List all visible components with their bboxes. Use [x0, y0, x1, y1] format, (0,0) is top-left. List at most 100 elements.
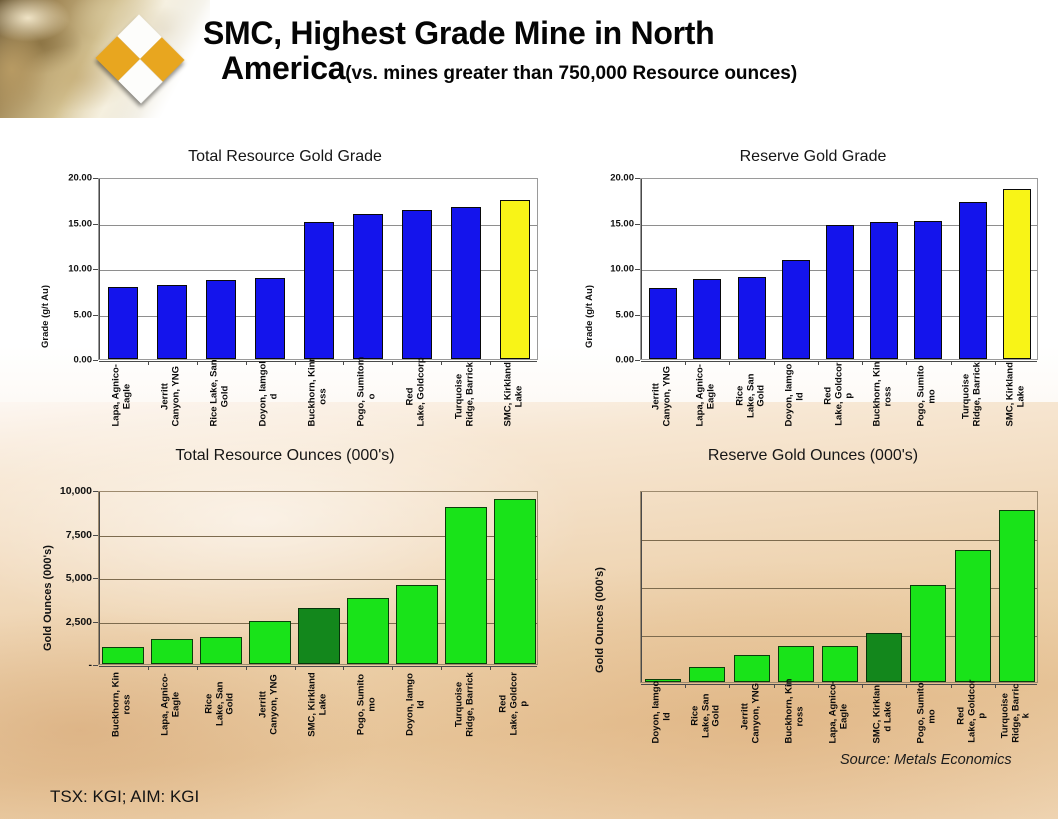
x-axis-tick-mark: [994, 684, 996, 688]
gridline: [641, 224, 1037, 226]
x-axis-category-label: Pogo, Sumito mo: [915, 681, 938, 743]
bar-buckhorn-kinross[interactable]: [777, 646, 814, 682]
bar-rice-lake-san-gold[interactable]: [200, 637, 243, 664]
bar-red-lake-goldcorp[interactable]: [826, 225, 854, 359]
x-axis-category-label: Red Lake, Goldcor p: [954, 679, 987, 743]
x-axis-category-label: Red Lake, Goldcor p: [822, 362, 855, 426]
x-axis-category-label: Jerritt Canyon, YNG: [257, 673, 280, 735]
bar-jerritt-canyon-yng[interactable]: [649, 288, 678, 359]
bar-smc-kirkland-lake[interactable]: [1002, 188, 1031, 359]
bar-rice-lake-san-gold[interactable]: [206, 279, 237, 359]
x-axis-category-label: Lapa, Agnico- Eagle: [827, 680, 850, 743]
x-axis-category-label: Turquoise Ridge, Barric k: [999, 683, 1032, 743]
x-axis-category-label: Rice Lake, San Gold: [733, 373, 766, 419]
x-axis-category-label: Buckhorn, Kin ross: [783, 678, 805, 743]
bar-turquoise-ridge-barrick[interactable]: [958, 202, 987, 359]
x-axis-tick-mark: [906, 684, 908, 688]
chart-title: Total Resource Gold Grade: [188, 148, 382, 165]
y-axis-tick-label: 10.00: [68, 263, 92, 275]
bar-jerritt-canyon-yng[interactable]: [733, 655, 770, 682]
x-axis-category-label: Doyon, Iamgo ld: [783, 363, 805, 426]
bar-lapa-agnico-eagle[interactable]: [108, 287, 139, 359]
x-axis-tick-mark: [490, 361, 492, 365]
y-axis-title: Gold Ounces (000's): [42, 545, 54, 651]
x-axis-category-label: Lapa, Agnico- Eagle: [159, 672, 182, 736]
x-axis-category-label: SMC, Kirkland Lake: [502, 361, 524, 426]
y-axis-tick-mark: [635, 269, 640, 270]
bar-lapa-agnico-eagle[interactable]: [151, 638, 194, 664]
x-axis-tick-mark: [817, 361, 819, 365]
y-axis-tick-mark: [93, 621, 98, 623]
x-axis-tick-mark: [950, 361, 952, 365]
y-axis-line: [99, 179, 100, 359]
x-axis-tick-mark: [729, 361, 731, 365]
x-axis-category-label: Lapa, Agnico- Eagle: [694, 363, 717, 426]
bar-buckhorn-kinross[interactable]: [870, 221, 899, 359]
y-axis-title: Grade (g/t Au): [40, 285, 51, 348]
y-axis-tick-label: 20.00: [610, 172, 634, 184]
bar-rice-lake-san-gold[interactable]: [737, 277, 766, 359]
bar-smc-kirkland-lake[interactable]: [499, 199, 530, 359]
x-axis-tick-mark: [490, 666, 492, 670]
gridline: [641, 588, 1037, 589]
x-axis-tick-mark: [773, 684, 775, 688]
y-axis-tick-label: 5.00: [615, 309, 635, 320]
bar-pogo-sumitomo[interactable]: [346, 597, 389, 664]
bar-buckhorn-kinross[interactable]: [102, 646, 145, 664]
x-axis-tick-mark: [773, 361, 775, 365]
y-axis-title: Gold Ounces (000's): [594, 567, 606, 673]
bar-buckhorn-kinross[interactable]: [304, 221, 334, 359]
headline-line-2-main: America: [221, 50, 346, 86]
bar-pogo-sumitomo[interactable]: [910, 585, 947, 682]
headline-line-1: SMC, Highest Grade Mine in North: [203, 15, 715, 51]
bar-red-lake-goldcorp[interactable]: [493, 498, 536, 664]
x-axis-category-label: Buckhorn, Kin ross: [871, 361, 894, 426]
bar-turquoise-ridge-barrick[interactable]: [450, 207, 481, 359]
bar-doyon-iamgold[interactable]: [645, 679, 682, 682]
y-axis-tick-mark: [93, 269, 98, 270]
x-axis-tick-mark: [906, 361, 908, 365]
y-axis-tick-label: 5.00: [73, 309, 93, 320]
x-axis-tick-mark: [294, 666, 296, 670]
bar-jerritt-canyon-yng[interactable]: [157, 285, 188, 359]
x-axis-category-label: Buckhorn, Kin ross: [110, 671, 133, 737]
x-axis-tick-mark: [685, 361, 687, 365]
headline-subtitle: (vs. mines greater than 750,000 Resource…: [345, 63, 798, 84]
y-axis-tick-label: 5,000: [65, 572, 92, 584]
x-axis-category-label: Rice Lake, San Gold: [689, 693, 722, 739]
x-axis-category-label: Lapa, Agnico- Eagle: [110, 363, 133, 426]
bar-doyon-iamgold[interactable]: [395, 584, 438, 664]
bar-lapa-agnico-eagle[interactable]: [693, 278, 722, 359]
bar-lapa-agnico-eagle[interactable]: [822, 645, 858, 682]
plot-area: [98, 178, 538, 365]
bar-smc-kirkland-lake[interactable]: [866, 633, 903, 682]
y-axis-tick-label: 0.00: [73, 354, 93, 366]
kirkland-lake-diamond-logo: [92, 13, 188, 105]
bar-red-lake-goldcorp[interactable]: [954, 549, 991, 682]
bar-jerritt-canyon-yng[interactable]: [249, 620, 292, 664]
x-axis-category-label: Pogo, Sumito mo: [915, 364, 938, 426]
bar-pogo-sumitomo[interactable]: [914, 220, 943, 359]
bar-doyon-iamgold[interactable]: [781, 259, 810, 359]
y-axis-tick-mark: [635, 314, 640, 316]
y-axis-tick-mark: [93, 491, 98, 492]
bar-turquoise-ridge-barrick[interactable]: [444, 507, 487, 664]
bar-pogo-sumitomo[interactable]: [352, 214, 383, 359]
x-axis-tick-mark: [817, 684, 819, 688]
y-axis-tick-label: 7,500: [65, 528, 92, 541]
x-axis-category-label: Doyon, Iamgo ld: [404, 672, 426, 736]
y-axis-tick-mark: [635, 360, 640, 361]
bar-smc-kirkland-lake[interactable]: [298, 608, 340, 664]
y-axis-tick-label: 15.00: [610, 218, 634, 229]
bar-red-lake-goldcorp[interactable]: [401, 209, 432, 359]
bar-rice-lake-san-gold[interactable]: [689, 666, 726, 682]
bar-doyon-iamgold[interactable]: [255, 278, 286, 359]
x-axis-tick-mark: [196, 666, 198, 670]
chart-total-resource-gold-grade: Total Resource Gold Grade 0.00 5.00 10.00 15…: [20, 148, 550, 438]
x-axis-line: [99, 666, 537, 667]
x-axis-tick-mark: [196, 361, 198, 365]
bar-turquoise-ridge-barrick[interactable]: [998, 510, 1035, 682]
y-axis-tick-label: -: [88, 659, 93, 671]
x-axis-category-label: Jerritt Canyon, YNG: [650, 365, 673, 426]
x-axis-category-label: Doyon, Iamgol d: [257, 360, 280, 426]
